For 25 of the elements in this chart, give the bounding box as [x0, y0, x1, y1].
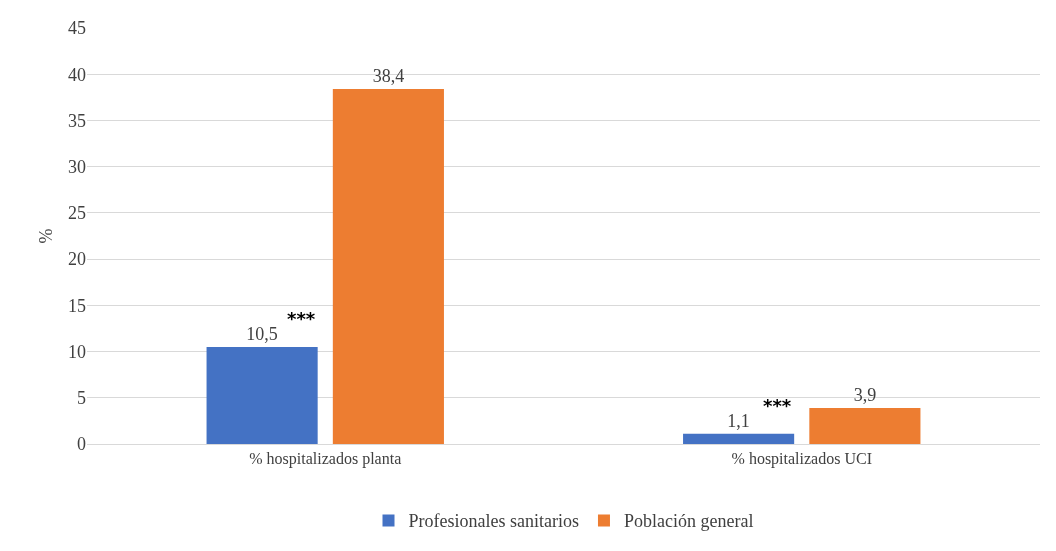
y-tick-label: 10: [68, 341, 86, 362]
y-tick-label: 0: [77, 434, 86, 455]
y-tick-label: 45: [68, 18, 86, 39]
y-axis-title: %: [36, 228, 57, 244]
x-tick-label: % hospitalizados UCI: [731, 450, 872, 469]
y-tick-label: 5: [77, 388, 86, 409]
legend-label: Profesionales sanitarios: [408, 511, 579, 532]
legend-label: Población general: [623, 511, 754, 532]
bar: [332, 89, 444, 444]
y-tick-label: 40: [68, 64, 86, 85]
annotation: ***: [287, 308, 316, 329]
data-label: 3,9: [853, 384, 877, 405]
data-label: 38,4: [372, 66, 405, 87]
data-label: 10,5: [246, 323, 278, 344]
x-tick-label: % hospitalizados planta: [249, 450, 402, 469]
y-tick-label: 25: [68, 203, 86, 224]
y-tick-label: 30: [68, 156, 86, 177]
data-label: 1,1: [727, 410, 750, 431]
bar: [683, 433, 795, 444]
annotation: ***: [763, 395, 792, 416]
y-tick-label: 35: [68, 110, 86, 131]
y-tick-label: 20: [68, 249, 86, 270]
y-tick-label: 15: [68, 295, 86, 316]
bar: [206, 346, 318, 444]
bar: [809, 407, 921, 444]
